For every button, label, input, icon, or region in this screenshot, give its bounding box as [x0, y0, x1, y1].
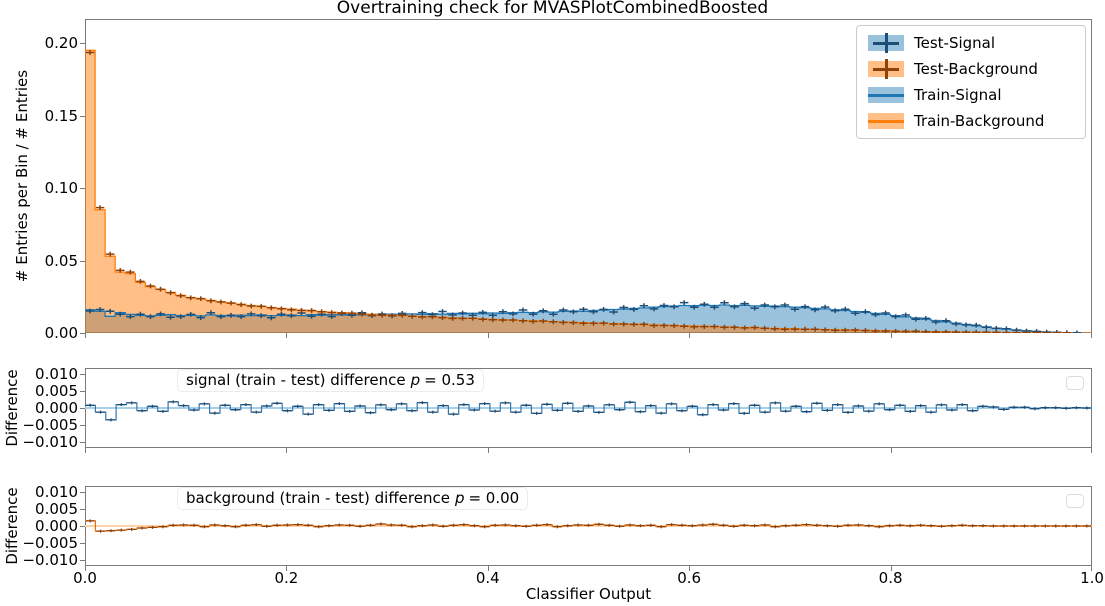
- legend-label: Test-Background: [914, 60, 1038, 78]
- y-tick-mark: [80, 424, 85, 426]
- y-tick-mark: [80, 188, 85, 189]
- x-tick-mark: [487, 333, 489, 338]
- signal-difference-panel: signal (train - test) difference p = 0.53: [85, 368, 1092, 448]
- x-tick-mark: [689, 333, 691, 338]
- legend-label: Train-Background: [914, 112, 1045, 130]
- main-histogram-panel: Test-Signal Test-Background Train-Signal Tr…: [85, 19, 1092, 333]
- y-tick-mark: [80, 542, 85, 544]
- legend-item: Train-Background: [868, 112, 1074, 130]
- x-tick-mark: [85, 566, 86, 571]
- p-symbol: p: [454, 489, 465, 507]
- p-symbol: p: [410, 371, 421, 389]
- y-tick-label: 0.000: [35, 517, 78, 535]
- background-difference-plot: [85, 519, 1092, 533]
- x-tick-mark: [890, 448, 892, 453]
- signal-difference-annotation: signal (train - test) difference p = 0.53: [177, 369, 484, 392]
- p-value: = 0.53: [424, 371, 475, 389]
- signal-difference-plot: [85, 400, 1092, 422]
- x-tick-mark: [689, 448, 691, 453]
- background-difference-annotation: background (train - test) difference p = 0…: [177, 487, 529, 510]
- signal-difference-y-axis-label: Difference: [3, 369, 21, 447]
- y-tick-label: 0.010: [35, 483, 78, 502]
- background-difference-y-axis-label: Difference: [3, 487, 21, 565]
- y-tick-label: 0.010: [35, 365, 78, 384]
- x-tick-mark: [85, 448, 86, 453]
- y-tick-mark: [80, 391, 85, 393]
- x-tick-label: 0.6: [677, 569, 702, 587]
- legend-marker-line: [868, 93, 904, 97]
- background-annotation-text: background (train - test) difference: [186, 489, 450, 507]
- y-tick-label: −0.010: [22, 550, 78, 569]
- y-tick-mark: [80, 115, 85, 117]
- y-tick-label: 0.10: [44, 179, 78, 197]
- legend-item: Test-Signal: [868, 33, 1074, 53]
- y-tick-label: −0.005: [22, 415, 78, 434]
- p-value: = 0.00: [468, 489, 520, 507]
- x-tick-mark: [487, 566, 489, 571]
- chart-title: Overtraining check for MVASPlotCombinedB…: [336, 0, 769, 18]
- y-tick-mark: [80, 509, 85, 511]
- x-tick-mark: [286, 566, 288, 571]
- y-tick-mark: [80, 441, 85, 443]
- y-tick-label: −0.010: [22, 432, 78, 451]
- y-tick-label: 0.05: [44, 251, 78, 270]
- x-tick-mark: [1091, 566, 1092, 571]
- empty-legend-box: [1066, 376, 1084, 390]
- legend-swatch-band: [868, 113, 904, 129]
- y-tick-label: 0.000: [35, 399, 78, 417]
- main-histogram-plot: [85, 49, 1092, 333]
- y-tick-label: 0.005: [35, 382, 78, 401]
- legend-swatch-errorbar: [868, 33, 904, 53]
- y-tick-label: 0.005: [35, 500, 78, 519]
- legend-swatch-band: [868, 87, 904, 103]
- x-tick-mark: [689, 566, 691, 571]
- legend-marker-line: [868, 119, 904, 123]
- legend-marker-cross: [884, 59, 888, 79]
- x-tick-label: 0.8: [878, 569, 903, 587]
- legend-label: Test-Signal: [914, 34, 996, 52]
- y-tick-mark: [80, 492, 85, 494]
- legend-marker-cross: [884, 33, 888, 53]
- x-tick-label: 0.4: [475, 569, 500, 587]
- y-tick-mark: [80, 526, 85, 527]
- y-tick-mark: [80, 43, 85, 45]
- main-y-axis-label: # Entries per Bin / # Entries: [13, 69, 31, 283]
- y-tick-mark: [80, 260, 85, 262]
- empty-legend-box: [1066, 494, 1084, 508]
- x-tick-label: 0.2: [274, 569, 299, 587]
- y-tick-mark: [80, 559, 85, 561]
- legend-item: Test-Background: [868, 59, 1074, 79]
- legend-item: Train-Signal: [868, 86, 1074, 104]
- legend: Test-Signal Test-Background Train-Signal Tr…: [856, 25, 1086, 139]
- x-tick-mark: [85, 333, 86, 338]
- x-tick-mark: [890, 333, 892, 338]
- x-axis-label: Classifier Output: [525, 585, 652, 603]
- y-tick-mark: [80, 333, 85, 334]
- y-tick-label: 0.20: [44, 34, 78, 53]
- x-tick-mark: [1091, 448, 1092, 453]
- x-tick-label: 1.0: [1080, 569, 1104, 587]
- signal-annotation-text: signal (train - test) difference: [186, 371, 406, 389]
- y-tick-label: −0.005: [22, 533, 78, 552]
- legend-label: Train-Signal: [914, 86, 1002, 104]
- background-difference-panel: background (train - test) difference p = 0…: [85, 486, 1092, 566]
- x-tick-mark: [286, 448, 288, 453]
- x-tick-mark: [487, 448, 489, 453]
- y-tick-label: 0.15: [44, 106, 78, 125]
- x-tick-mark: [890, 566, 892, 571]
- x-tick-mark: [286, 333, 288, 338]
- x-tick-mark: [1091, 333, 1092, 338]
- y-tick-mark: [80, 374, 85, 376]
- legend-swatch-errorbar: [868, 59, 904, 79]
- y-tick-mark: [80, 408, 85, 409]
- x-tick-label: 0.0: [73, 569, 97, 587]
- y-tick-label: 0.00: [44, 324, 78, 342]
